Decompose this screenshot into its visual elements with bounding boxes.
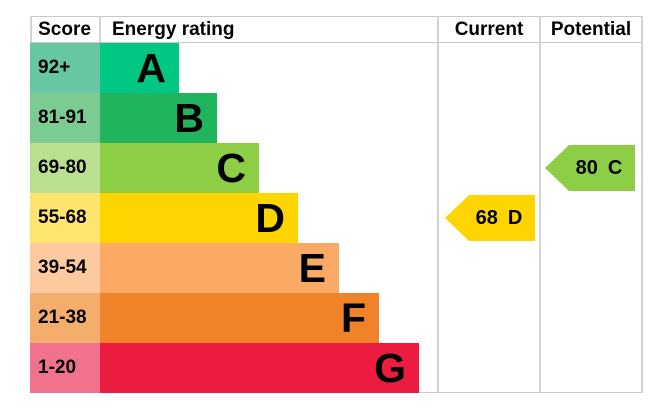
grid-line-current-left [437, 16, 439, 393]
band-row-a: 92+ A [30, 43, 419, 93]
band-letter: A [136, 44, 166, 91]
grid-line-potential-left [539, 16, 541, 393]
grid-line-under-header [30, 42, 643, 43]
band-letter: G [374, 344, 406, 391]
column-header-score: Score [38, 19, 91, 40]
band-row-c: 69-80 C [30, 143, 419, 193]
current-rating-letter: D [507, 206, 523, 229]
grid-line-header-left [30, 16, 32, 42]
band-letter: C [216, 144, 246, 191]
score-range: 39-54 [30, 243, 100, 293]
score-range: 92+ [30, 43, 100, 93]
band-letter: B [174, 94, 204, 141]
band-row-e: 39-54 E [30, 243, 419, 293]
band-bar-b: B [100, 93, 217, 143]
current-arrow: 68 D [445, 195, 535, 241]
score-range: 81-91 [30, 93, 100, 143]
band-bar-g: G [100, 343, 419, 393]
band-letter: F [340, 294, 366, 341]
score-range: 1-20 [30, 343, 100, 393]
score-range: 69-80 [30, 143, 100, 193]
band-bar-e: E [100, 243, 339, 293]
band-bar-f: F [100, 293, 379, 343]
band-row-b: 81-91 B [30, 93, 419, 143]
grid-line-top [30, 16, 643, 17]
potential-arrow: 80 C [545, 145, 635, 191]
score-range: 21-38 [30, 293, 100, 343]
current-score-value: 68 [475, 206, 498, 229]
potential-score-value: 80 [575, 156, 598, 179]
column-header-current: Current [454, 19, 524, 40]
band-row-d: 55-68 D [30, 193, 419, 243]
band-bar-d: D [100, 193, 298, 243]
score-range: 55-68 [30, 193, 100, 243]
grid-line-score-divider [99, 16, 101, 42]
band-letter: E [298, 244, 326, 291]
column-header-energy-rating: Energy rating [112, 19, 235, 40]
band-row-g: 1-20 G [30, 343, 419, 393]
epc-rows: 92+ A 81-91 B 69-80 C 55-68 D 39-54 E 21-38 F 1-20 G [30, 43, 419, 393]
band-letter: D [255, 194, 285, 241]
column-header-potential: Potential [550, 19, 632, 40]
band-bar-a: A [100, 43, 179, 93]
potential-rating-letter: C [607, 156, 623, 179]
band-row-f: 21-38 F [30, 293, 419, 343]
grid-line-right [641, 16, 643, 393]
band-bar-c: C [100, 143, 259, 193]
